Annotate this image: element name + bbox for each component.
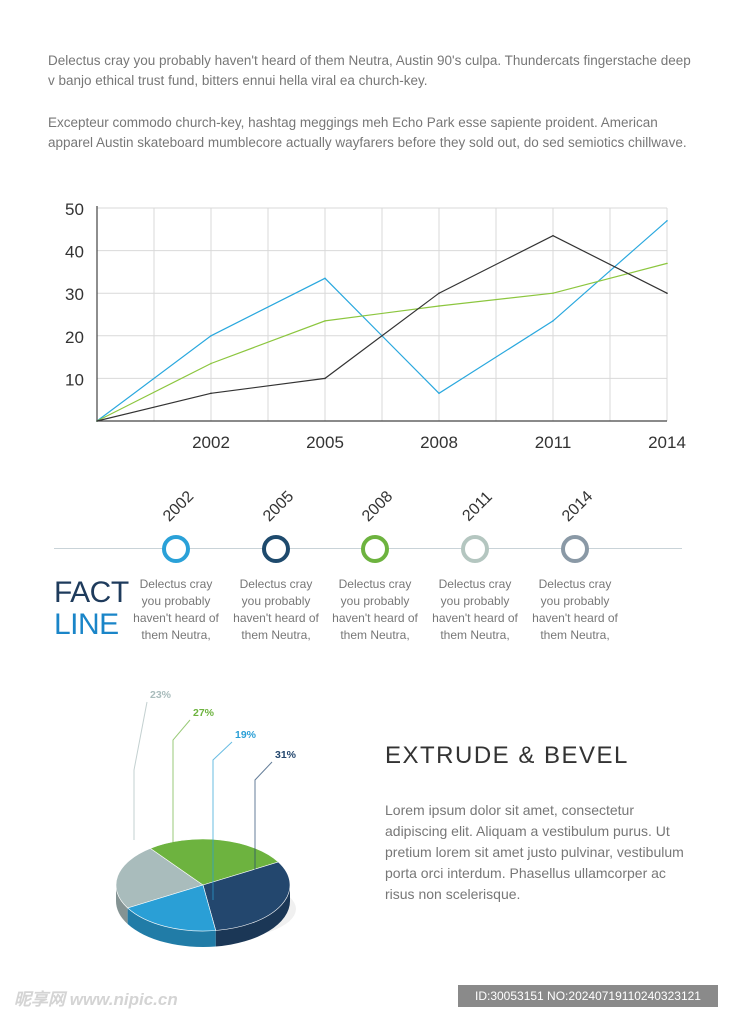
series-line-green <box>96 262 668 422</box>
timeline-year-2008: 2008 <box>359 488 397 526</box>
data-point <box>438 305 440 307</box>
timeline-text: Delectus cray you probably haven't heard… <box>332 577 418 642</box>
pie-slice-19% <box>127 884 217 932</box>
line-title: LINE <box>54 608 119 641</box>
line-chart: 10 20 30 40 50 2002 2005 2008 2011 2014 <box>65 200 686 452</box>
data-point <box>438 392 440 395</box>
y-tick-label: 50 <box>65 200 84 219</box>
x-tick-label: 2014 <box>648 433 686 452</box>
timeline-marker <box>262 535 290 563</box>
timeline-marker <box>561 535 589 563</box>
section-title: EXTRUDE & BEVEL <box>385 742 629 769</box>
pie-slice-23% <box>115 848 204 909</box>
pie-leader <box>172 719 191 845</box>
y-tick-label: 20 <box>65 328 84 347</box>
pie-slice-31% <box>202 861 291 931</box>
x-tick-label: 2005 <box>306 433 344 452</box>
data-point <box>438 292 440 294</box>
timeline-text: Delectus cray you probably haven't heard… <box>233 577 319 642</box>
x-tick-label: 2002 <box>192 433 230 452</box>
timeline-marker <box>361 535 389 563</box>
data-point <box>96 420 98 422</box>
pie-slice-27% <box>149 838 279 886</box>
watermark-logo: 昵享网 www.nipic.cn <box>14 990 178 1009</box>
pie-leader <box>133 701 148 840</box>
pie-side-31% <box>215 885 290 947</box>
timeline-marker <box>162 535 190 563</box>
timeline-year-2002: 2002 <box>160 488 198 526</box>
pie-label: 31% <box>275 749 297 761</box>
data-point <box>552 320 554 322</box>
pie-label: 27% <box>193 707 215 719</box>
y-tick-label: 40 <box>65 243 84 262</box>
pie-side-23% <box>116 885 128 924</box>
timeline-year-2014: 2014 <box>559 488 597 526</box>
y-tick-label: 30 <box>65 285 84 304</box>
pie-label: 19% <box>235 729 257 741</box>
data-point <box>210 392 212 395</box>
pie-label: 23% <box>150 689 172 701</box>
data-point <box>210 335 212 337</box>
timeline-year-2011: 2011 <box>459 488 496 525</box>
watermark-id: ID:30053151 NO:20240719110240323121 <box>458 985 718 1007</box>
data-point <box>666 262 668 265</box>
data-point <box>666 219 668 222</box>
y-tick-label: 10 <box>65 370 84 389</box>
data-point <box>552 234 554 237</box>
pie-side-19% <box>127 908 216 947</box>
intro-paragraph-2: Excepteur commodo church-key, hashtag me… <box>48 115 687 150</box>
data-point <box>324 320 326 322</box>
data-point <box>324 377 326 380</box>
data-point <box>552 292 554 294</box>
series-line-dark <box>96 235 668 422</box>
pie-chart: 23% 27% 19% 31% <box>115 689 297 947</box>
data-point <box>324 277 326 280</box>
pie-leader <box>254 761 273 880</box>
data-point <box>210 362 212 365</box>
fact-title: FACT <box>54 576 129 609</box>
intro-paragraph-1: Delectus cray you probably haven't heard… <box>48 53 691 88</box>
data-point <box>666 292 668 294</box>
timeline-year-2005: 2005 <box>260 488 298 526</box>
x-tick-label: 2011 <box>535 433 572 452</box>
timeline-text: Delectus cray you probably haven't heard… <box>432 577 518 642</box>
timeline-marker <box>461 535 489 563</box>
x-tick-label: 2008 <box>420 433 458 452</box>
pie-leader <box>212 741 233 900</box>
timeline-text: Delectus cray you probably haven't heard… <box>133 577 219 642</box>
timeline-text: Delectus cray you probably haven't heard… <box>532 577 618 642</box>
section-body: Lorem ipsum dolor sit amet, consectetur … <box>385 802 684 902</box>
